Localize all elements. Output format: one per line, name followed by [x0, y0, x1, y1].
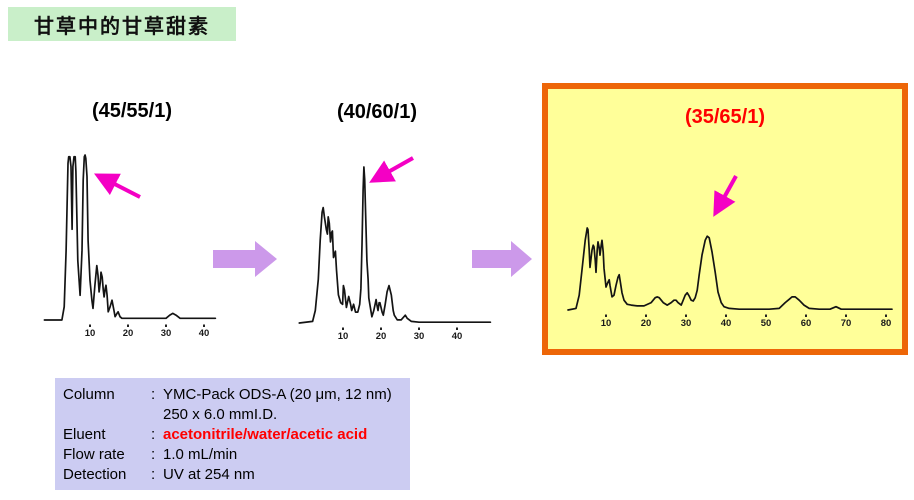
- axis-tick: [380, 327, 382, 330]
- axis-tick-label: 10: [338, 331, 349, 342]
- axis-tick-label: 10: [85, 328, 96, 339]
- chromatogram-trace: [43, 154, 217, 321]
- info-colon: :: [151, 426, 156, 443]
- chromatogram-3-plot: 10 20 30 40 50 60 70 80: [567, 227, 893, 329]
- axis-tick: [165, 324, 167, 327]
- info-row-eluent: Eluent : acetonitrile/water/acetic acid: [63, 425, 410, 445]
- info-row-column: Column : YMC-Pack ODS-A (20 μm, 12 nm): [63, 385, 410, 405]
- chromatogram-trace: [298, 166, 492, 324]
- axis-tick: [645, 314, 647, 317]
- axis-tick: [685, 314, 687, 317]
- axis-tick: [89, 324, 91, 327]
- axis-tick: [885, 314, 887, 317]
- chromatogram-3-label: (35/65/1): [684, 106, 766, 128]
- axis-tick-label: 30: [681, 318, 692, 329]
- info-value-eluent: acetonitrile/water/acetic acid: [163, 426, 368, 443]
- info-value: YMC-Pack ODS-A (20 μm, 12 nm): [163, 386, 392, 403]
- axis-tick-label: 20: [376, 331, 387, 342]
- info-colon: :: [151, 446, 156, 463]
- axis-tick-label: 60: [801, 318, 812, 329]
- axis-tick-label: 30: [414, 331, 425, 342]
- info-label: Eluent: [63, 426, 106, 443]
- axis-tick: [203, 324, 205, 327]
- info-colon: :: [151, 386, 156, 403]
- axis-tick: [605, 314, 607, 317]
- slide-title-text: 甘草中的甘草甜素: [34, 13, 210, 38]
- axis-tick: [418, 327, 420, 330]
- info-label: Column: [63, 386, 115, 403]
- info-label: Flow rate: [63, 446, 125, 463]
- axis-tick-label: 20: [123, 328, 134, 339]
- axis-tick-label: 40: [452, 331, 463, 342]
- axis-tick-label: 40: [721, 318, 732, 329]
- highlighted-result-box: (35/65/1) 10 20 30 40 50 60 70 80: [542, 83, 908, 355]
- axis-tick-label: 70: [841, 318, 852, 329]
- info-row-detection: Detection : UV at 254 nm: [63, 465, 410, 485]
- axis-tick: [725, 314, 727, 317]
- info-label: [63, 405, 151, 425]
- chromatogram-2-plot: 10 20 30 40: [298, 166, 492, 342]
- axis-tick: [456, 327, 458, 330]
- info-row-flow-rate: Flow rate : 1.0 mL/min: [63, 445, 410, 465]
- chromatogram-1-label: (45/55/1): [91, 100, 173, 122]
- info-colon: [151, 405, 163, 425]
- axis-tick: [805, 314, 807, 317]
- info-value: UV at 254 nm: [163, 466, 255, 483]
- chromatogram-2-label: (40/60/1): [336, 101, 418, 123]
- chromatogram-1-plot: 10 20 30 40: [43, 154, 217, 339]
- info-value: 250 x 6.0 mmI.D.: [163, 406, 278, 423]
- axis-tick: [342, 327, 344, 330]
- info-colon: :: [151, 466, 156, 483]
- axis-tick-label: 20: [641, 318, 652, 329]
- chromatogram-trace: [567, 227, 893, 311]
- info-row-column-2: 250 x 6.0 mmI.D.: [63, 405, 410, 425]
- axis-tick: [845, 314, 847, 317]
- axis-tick-label: 30: [161, 328, 172, 339]
- conditions-info-box: Column : YMC-Pack ODS-A (20 μm, 12 nm) 2…: [55, 378, 410, 490]
- slide-title: 甘草中的甘草甜素: [8, 7, 236, 41]
- axis-tick-label: 80: [881, 318, 892, 329]
- axis-tick-label: 50: [761, 318, 772, 329]
- axis-tick: [765, 314, 767, 317]
- info-value: 1.0 mL/min: [163, 446, 238, 463]
- axis-tick: [127, 324, 129, 327]
- axis-tick-label: 40: [199, 328, 210, 339]
- info-label: Detection: [63, 466, 127, 483]
- axis-tick-label: 10: [601, 318, 612, 329]
